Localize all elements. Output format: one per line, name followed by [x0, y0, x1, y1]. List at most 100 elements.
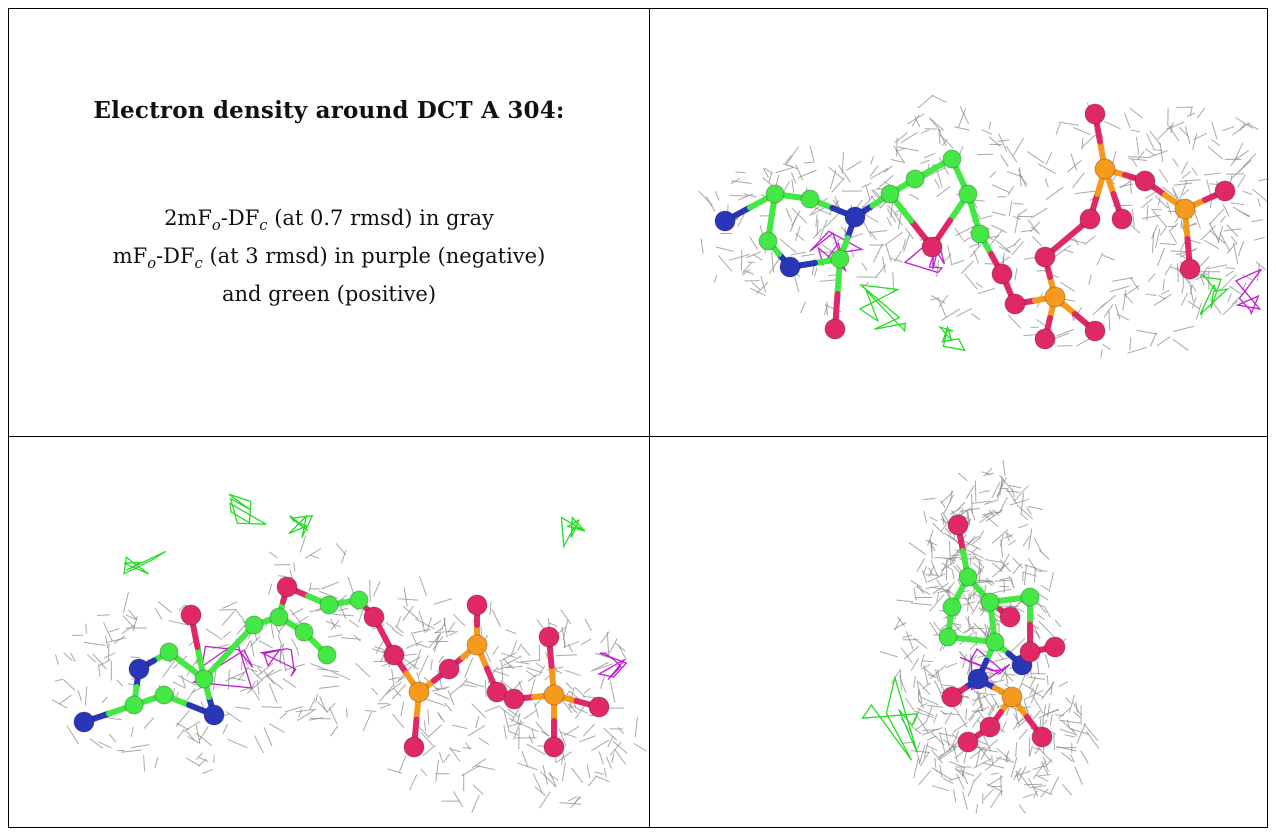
atom [1044, 286, 1066, 308]
atom [203, 704, 225, 726]
atom [154, 685, 174, 705]
atom [543, 684, 565, 706]
atom [779, 256, 801, 278]
atom [538, 626, 560, 648]
atom [408, 681, 430, 703]
atom [921, 236, 943, 258]
atom [800, 189, 820, 209]
figure-title: Electron density around DCT A 304: [93, 97, 565, 124]
atom [942, 597, 962, 617]
negative-density-peak [192, 638, 254, 689]
atom [276, 576, 298, 598]
ligand-model [73, 576, 610, 758]
atom [979, 716, 1001, 738]
density-view-top-right [650, 9, 1269, 436]
atom [124, 695, 144, 715]
atom [1094, 158, 1116, 180]
atom [905, 169, 925, 189]
atom [714, 210, 736, 232]
atom [466, 594, 488, 616]
atom [830, 249, 850, 269]
atom [1020, 587, 1040, 607]
atom [294, 622, 314, 642]
atom [1134, 170, 1156, 192]
atom [1034, 328, 1056, 350]
atom [73, 711, 95, 733]
density-render-view-3 [861, 459, 1100, 814]
atom [958, 184, 978, 204]
positive-density-peak [123, 550, 167, 575]
atom [1031, 726, 1053, 748]
atom [941, 686, 963, 708]
atom [1019, 641, 1041, 663]
atom [991, 263, 1013, 285]
atom [824, 318, 846, 340]
density-render-view-1 [698, 94, 1269, 358]
atom [1174, 198, 1196, 220]
atom [1084, 320, 1106, 342]
atom [1001, 686, 1023, 708]
atom [1004, 293, 1026, 315]
atom [244, 615, 264, 635]
density-view-bottom-right [650, 437, 1269, 829]
atom [1214, 180, 1236, 202]
legend-line-difference: mFo-DFc (at 3 rmsd) in purple (negative) [112, 244, 546, 273]
negative-density-peak [1234, 268, 1262, 316]
density-legend: 2mFo-DFc (at 0.7 rmsd) in gray mFo-DFc (… [9, 203, 649, 309]
atom [194, 669, 214, 689]
atom [957, 731, 979, 753]
horizontal-divider [9, 436, 1267, 437]
caption-cell: Electron density around DCT A 304: 2mFo-… [9, 9, 649, 436]
positive-density-peak [858, 284, 907, 333]
atom [159, 642, 179, 662]
atom [128, 658, 150, 680]
atom [958, 567, 978, 587]
atom [1111, 208, 1133, 230]
legend-line-gray: 2mFo-DFc (at 0.7 rmsd) in gray [164, 206, 494, 235]
negative-density-peak [259, 648, 297, 677]
atom [999, 606, 1021, 628]
ligand-model [938, 514, 1066, 753]
atom [942, 149, 962, 169]
atom [1179, 258, 1201, 280]
atom [383, 644, 405, 666]
atom [349, 590, 369, 610]
atom [503, 688, 525, 710]
atom [980, 592, 1000, 612]
positive-density-peak [228, 493, 267, 525]
atom [1079, 208, 1101, 230]
positive-density-peak [938, 325, 966, 352]
atom [970, 224, 990, 244]
atom [403, 736, 425, 758]
atom [1034, 246, 1056, 268]
atom [1044, 636, 1066, 658]
atom [180, 604, 202, 626]
gray-density-mesh [879, 459, 1100, 814]
ligand-model [714, 103, 1236, 350]
positive-density-peak [1199, 273, 1230, 316]
atom [543, 736, 565, 758]
atom [967, 668, 989, 690]
atom [758, 231, 778, 251]
atom [985, 632, 1005, 652]
atom [269, 607, 289, 627]
atom [363, 606, 385, 628]
atom [588, 696, 610, 718]
atom [317, 645, 337, 665]
atom [880, 184, 900, 204]
legend-line-positive: and green (positive) [221, 282, 437, 307]
atom [438, 658, 460, 680]
density-view-bottom-left [9, 437, 649, 829]
atom [947, 514, 969, 536]
positive-density-peak [288, 513, 314, 538]
atom [844, 206, 866, 228]
negative-density-peak [597, 652, 628, 680]
atom [466, 634, 488, 656]
atom [765, 184, 785, 204]
atom [319, 595, 339, 615]
positive-density-peak [861, 675, 919, 761]
positive-density-peak [560, 515, 586, 549]
vertical-divider [649, 9, 650, 827]
atom [1084, 103, 1106, 125]
density-render-view-2 [51, 493, 647, 813]
